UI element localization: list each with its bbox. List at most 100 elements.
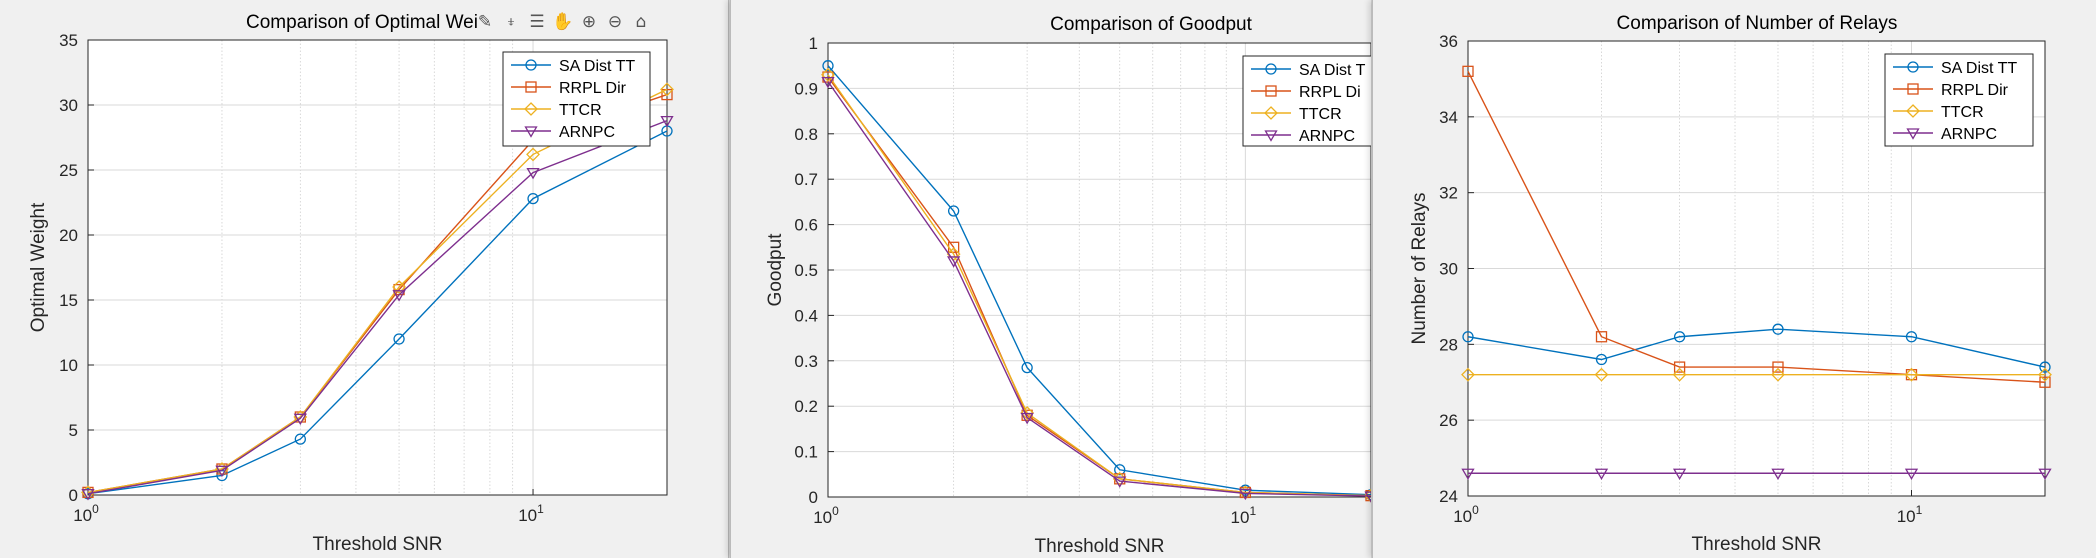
y-tick-label: 0 <box>809 488 818 507</box>
series-1 <box>1462 323 2051 373</box>
legend-icon[interactable]: ☰ <box>529 12 545 32</box>
legend-marker <box>525 59 537 71</box>
x-tick-label: 100 <box>813 504 839 527</box>
y-axis-label: Goodput <box>765 233 786 307</box>
data-point <box>947 256 961 268</box>
chart-number-of-relays: 24 26 28 30 32 34 36 100 101 Comparison of Number… <box>1409 13 2052 555</box>
data-point <box>527 192 539 205</box>
data-point <box>393 333 405 345</box>
y-tick-label: 32 <box>1439 184 1458 203</box>
legend: SA Dist TT RRPL Dir TTCR ARNPC <box>1884 53 2034 147</box>
data-point <box>81 489 95 501</box>
axes-toolbar: ✎ ⍖ ☰ ✋ ⊕ ⊖ ⌂ <box>474 11 652 33</box>
legend-box <box>1242 55 1371 147</box>
series-4 <box>81 115 674 501</box>
zoom-in-icon[interactable]: ⊕ <box>581 12 597 32</box>
series-2 <box>1462 65 2051 388</box>
series-line <box>1467 71 2046 383</box>
y-tick-label: 25 <box>59 161 78 180</box>
y-tick-label: 1 <box>809 34 818 53</box>
y-tick-label: 30 <box>1439 260 1458 279</box>
data-point <box>1594 367 1609 382</box>
series-3 <box>1461 367 2052 382</box>
data-point <box>1114 464 1126 476</box>
data-point <box>2038 468 2052 481</box>
data-point <box>1462 331 1474 343</box>
datatip-icon[interactable]: ⍖ <box>505 12 517 32</box>
series-line <box>827 65 1371 496</box>
data-point <box>1238 488 1252 501</box>
y-tick-label: 36 <box>1439 32 1458 51</box>
series-4 <box>1461 468 2052 481</box>
data-point <box>1594 468 1609 481</box>
legend-marker <box>1265 85 1277 97</box>
data-point <box>660 115 674 128</box>
y-axis-label: Number of Relays <box>1409 192 1430 344</box>
series-4 <box>821 76 1371 503</box>
y-tick-label: 26 <box>1439 411 1458 430</box>
data-point <box>294 411 306 423</box>
home-icon[interactable]: ⌂ <box>635 12 647 32</box>
zoom-out-icon[interactable]: ⊖ <box>607 12 623 32</box>
legend-box <box>1884 53 2034 147</box>
data-point <box>1904 468 1919 481</box>
legend: SA Dist T RRPL Di TTCR ARNPC <box>1242 55 1371 147</box>
y-tick-label: 0.5 <box>794 261 818 280</box>
y-tick-label: 30 <box>59 96 78 115</box>
data-point <box>1461 367 1475 382</box>
chart-title: Comparison of Number of Relays <box>1617 13 1898 34</box>
x-tick-label: 101 <box>518 502 544 525</box>
data-point <box>392 290 406 302</box>
y-tick-label: 0.3 <box>794 352 818 371</box>
y-tick-label: 0.9 <box>794 79 818 98</box>
y-tick-label: 35 <box>59 31 78 50</box>
legend-marker <box>1906 128 1920 140</box>
legend-marker <box>1907 61 1919 73</box>
legend-label: TTCR <box>559 102 602 119</box>
legend-label: RRPL Dir <box>559 80 627 97</box>
y-tick-label: 28 <box>1439 335 1458 354</box>
chart-title: Comparison of Optimal Wei <box>246 12 478 33</box>
pan-icon[interactable]: ✋ <box>552 12 574 32</box>
data-point <box>1020 412 1034 425</box>
data-point <box>1595 353 1608 366</box>
data-point <box>821 67 835 82</box>
data-point <box>392 280 406 294</box>
data-point <box>2039 376 2051 388</box>
legend-label: SA Dist T <box>1299 62 1366 79</box>
data-point <box>660 82 674 97</box>
brush-icon[interactable]: ✎ <box>477 12 493 32</box>
y-tick-label: 20 <box>59 226 78 245</box>
x-tick-label: 101 <box>1231 504 1257 527</box>
data-point <box>1673 331 1686 343</box>
data-point <box>526 147 540 162</box>
data-point <box>1672 468 1687 481</box>
data-point <box>1772 361 1784 373</box>
y-tick-label: 10 <box>59 356 78 375</box>
legend-label: ARNPC <box>559 124 615 141</box>
figure-window-number-of-relays: 24 26 28 30 32 34 36 100 101 Comparison of Number… <box>1372 0 2096 558</box>
figure-window-optimal-weight: 0 5 10 15 20 25 30 35 100 101 Comparison of Optima… <box>0 0 729 558</box>
series-line <box>827 81 1371 497</box>
figure-window-goodput: 0 0.1 0.2 0.3 0.4 0.5 0.6 0.7 0.8 0.9 1 100 101 Compa… <box>730 0 1371 558</box>
x-axis-label: Threshold SNR <box>1035 536 1165 557</box>
data-point <box>1905 331 1918 343</box>
data-point <box>1113 476 1127 488</box>
series-line <box>827 74 1371 497</box>
y-tick-label: 0 <box>69 486 78 505</box>
data-point <box>2038 367 2052 382</box>
legend-marker <box>524 102 538 116</box>
series-line <box>1467 328 2046 368</box>
legend-marker <box>525 81 537 93</box>
data-point <box>947 205 960 217</box>
data-point <box>1364 491 1371 503</box>
legend-label: TTCR <box>1299 106 1342 123</box>
data-point <box>2039 361 2051 373</box>
data-point <box>526 167 540 180</box>
x-tick-label: 100 <box>1453 503 1479 526</box>
legend-label: TTCR <box>1941 104 1984 121</box>
legend-marker <box>1907 83 1919 95</box>
data-point <box>1672 367 1687 382</box>
y-axis-label: Optimal Weight <box>28 202 49 332</box>
legend-label: ARNPC <box>1299 128 1355 145</box>
